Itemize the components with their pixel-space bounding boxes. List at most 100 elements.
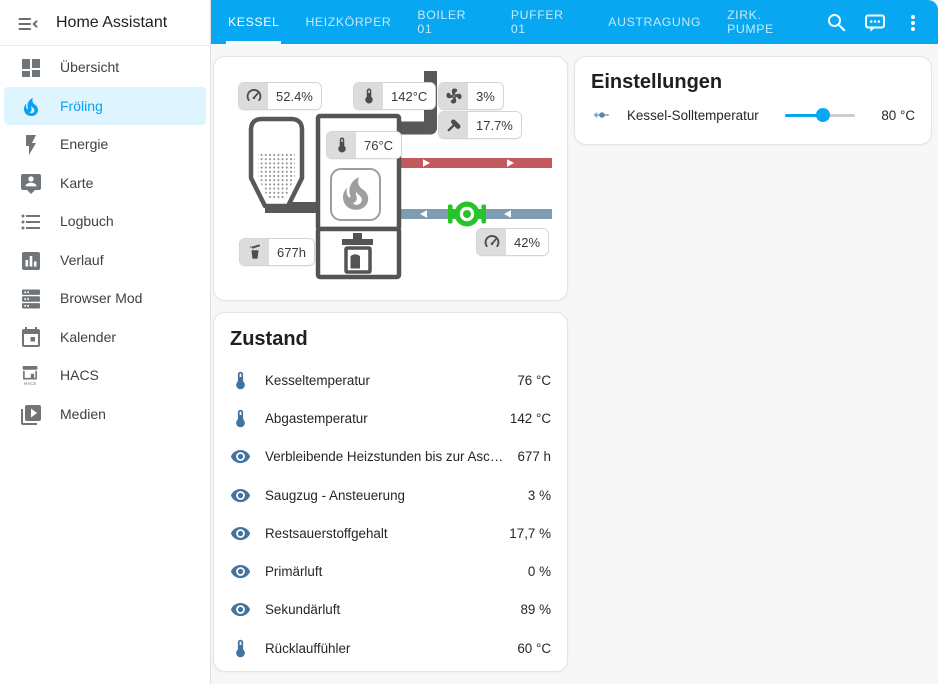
- ash-bin-glyph: [342, 233, 373, 274]
- sidebar: Home Assistant Übersicht Fröling Energie…: [0, 0, 211, 684]
- state-row-primaerluft[interactable]: Primärluft 0 %: [214, 552, 567, 590]
- pellet-fill: [258, 152, 295, 199]
- search-icon[interactable]: [825, 11, 847, 33]
- slider-thumb[interactable]: [815, 108, 830, 122]
- flue-temp-badge[interactable]: 142°C: [353, 82, 437, 110]
- sidebar-item-uebersicht[interactable]: Übersicht: [4, 48, 206, 87]
- sidebar-item-froeling[interactable]: Fröling: [4, 86, 206, 125]
- state-row-restsauerstoff[interactable]: Restsauerstoffgehalt 17,7 %: [214, 514, 567, 552]
- sidebar-nav: Übersicht Fröling Energie Karte Logbuch …: [0, 46, 210, 433]
- pump-speed-badge[interactable]: 42%: [476, 228, 550, 256]
- state-row-abgastemperatur[interactable]: Abgastemperatur 142 °C: [214, 399, 567, 437]
- eye-icon: [230, 565, 251, 579]
- sidebar-item-label: Browser Mod: [60, 290, 143, 307]
- badge-value: 76°C: [356, 132, 402, 158]
- assist-icon[interactable]: [863, 11, 885, 33]
- sidebar-item-hacs[interactable]: HACS HACS: [4, 356, 206, 395]
- state-value: 142 °C: [509, 410, 551, 426]
- ray-vertex-icon: [593, 111, 610, 119]
- sidebar-item-label: HACS: [60, 367, 99, 384]
- menu-icon[interactable]: [901, 11, 923, 33]
- tab-kessel[interactable]: KESSEL: [215, 0, 292, 44]
- sidebar-item-label: Karte: [60, 174, 94, 191]
- tab-zirk-pumpe[interactable]: ZIRK. PUMPE: [727, 8, 774, 36]
- gauge-icon: [239, 83, 268, 109]
- left-column: 52.4% 142°C 3% 17.7%: [213, 56, 568, 684]
- tab-heizkoerper[interactable]: HEIZKÖRPER: [305, 15, 392, 29]
- eye-icon: [230, 603, 251, 617]
- flame-icon: [342, 177, 369, 210]
- sidebar-item-browser-mod[interactable]: Browser Mod: [4, 279, 206, 318]
- thermometer-icon: [327, 132, 356, 158]
- top-bar: KESSEL HEIZKÖRPER BOILER 01 PUFFER 01 AU…: [211, 0, 938, 44]
- state-label: Abgastemperatur: [265, 410, 368, 426]
- state-value: 0 %: [527, 564, 551, 580]
- state-label: Restsauerstoffgehalt: [265, 525, 388, 541]
- sidebar-item-label: Fröling: [60, 97, 103, 114]
- target-temp-slider[interactable]: [785, 108, 855, 122]
- tab-boiler-01[interactable]: BOILER 01: [417, 8, 467, 36]
- thermometer-icon: [354, 83, 383, 109]
- boiler-diagram-card: 52.4% 142°C 3% 17.7%: [213, 56, 568, 301]
- boiler-temp-badge[interactable]: 76°C: [326, 131, 403, 159]
- state-row-ruecklauffuehler[interactable]: Rücklauffühler 60 °C: [214, 629, 567, 667]
- eye-icon: [230, 488, 251, 502]
- pellet-auger: [265, 202, 322, 213]
- state-value: 17,7 %: [509, 525, 551, 541]
- fan-icon: [439, 83, 468, 109]
- view-dashboard-icon: [22, 59, 40, 78]
- eye-icon: [230, 450, 251, 464]
- sidebar-item-label: Übersicht: [60, 59, 120, 76]
- app-title: Home Assistant: [56, 13, 168, 31]
- state-label: Primärluft: [265, 564, 323, 580]
- settings-card: Einstellungen Kessel-Solltemperatur 80 °…: [574, 56, 932, 145]
- flow-arrow-right: [423, 159, 430, 167]
- flow-arrow-left: [504, 210, 511, 218]
- sidebar-item-medien[interactable]: Medien: [4, 395, 206, 434]
- thermometer-icon: [236, 371, 245, 389]
- chart-box-icon: [22, 251, 40, 270]
- tab-puffer-01[interactable]: PUFFER 01: [510, 8, 564, 36]
- badge-value: 42%: [506, 229, 549, 255]
- svg-text:HACS: HACS: [24, 381, 36, 386]
- sidebar-toggle-icon[interactable]: [16, 12, 38, 34]
- draft-fan-badge[interactable]: 52.4%: [238, 82, 322, 110]
- flow-arrow-right: [507, 159, 514, 167]
- state-row-heizstunden[interactable]: Verbleibende Heizstunden bis zur Asche e…: [214, 438, 567, 476]
- badge-value: 677h: [269, 239, 314, 265]
- card-title: Zustand: [230, 328, 308, 350]
- badge-value: 3%: [468, 83, 503, 109]
- fire-icon: [23, 97, 38, 116]
- state-row-sekundaerluft[interactable]: Sekundärluft 89 %: [214, 591, 567, 629]
- state-label: Kesseltemperatur: [265, 372, 370, 388]
- ash-bin-icon: [240, 239, 269, 265]
- lambda-probe-icon: [439, 112, 468, 138]
- return-pump-icon[interactable]: [448, 201, 486, 227]
- sidebar-item-label: Medien: [60, 405, 106, 422]
- tab-austragung[interactable]: AUSTRAGUNG: [608, 15, 702, 29]
- ash-hours-badge[interactable]: 677h: [239, 238, 315, 266]
- state-value: 76 °C: [517, 372, 551, 388]
- sidebar-item-logbuch[interactable]: Logbuch: [4, 202, 206, 241]
- gauge-icon: [477, 229, 506, 255]
- sidebar-item-verlauf[interactable]: Verlauf: [4, 241, 206, 280]
- flow-arrow-left: [420, 210, 427, 218]
- sidebar-item-karte[interactable]: Karte: [4, 164, 206, 203]
- state-row-kesseltemperatur[interactable]: Kesseltemperatur 76 °C: [214, 361, 567, 399]
- main-area: KESSEL HEIZKÖRPER BOILER 01 PUFFER 01 AU…: [211, 0, 938, 684]
- fan-badge[interactable]: 3%: [438, 82, 504, 110]
- state-label: Sekundärluft: [265, 602, 341, 618]
- eye-icon: [230, 526, 251, 540]
- slider-fill: [785, 114, 823, 117]
- state-row-saugzug[interactable]: Saugzug - Ansteuerung 3 %: [214, 476, 567, 514]
- topbar-actions: [825, 11, 938, 33]
- tooltip-account-icon: [21, 173, 41, 194]
- sidebar-item-energie[interactable]: Energie: [4, 125, 206, 164]
- sidebar-item-kalender[interactable]: Kalender: [4, 318, 206, 357]
- list-bulleted-icon: [21, 214, 40, 230]
- setting-value: 80 °C: [881, 107, 915, 123]
- calendar-icon: [22, 326, 40, 347]
- state-label: Rücklauffühler: [265, 640, 351, 656]
- oxygen-badge[interactable]: 17.7%: [438, 111, 522, 139]
- badge-value: 142°C: [383, 83, 436, 109]
